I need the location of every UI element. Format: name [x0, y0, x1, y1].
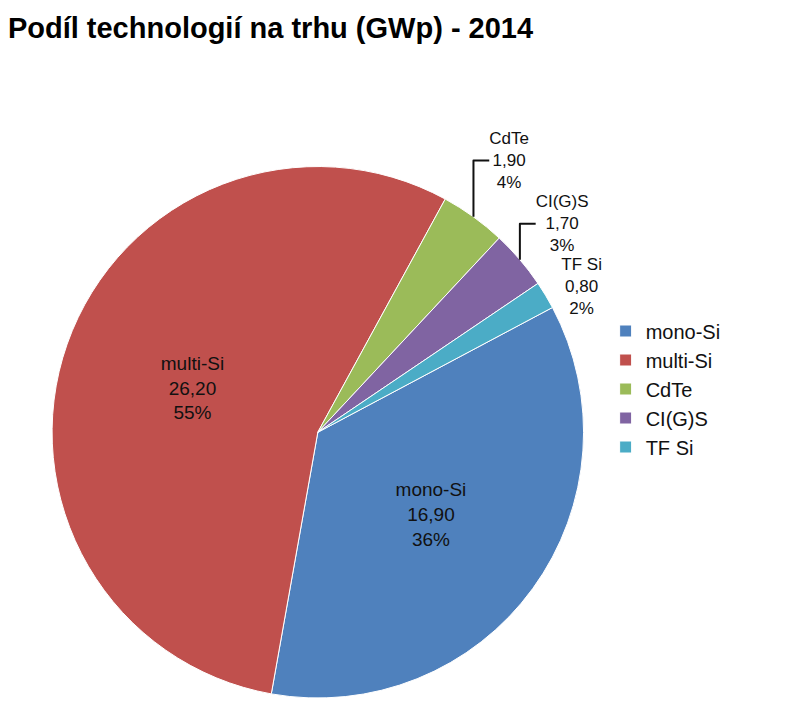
svg-text:TF Si: TF Si	[646, 437, 694, 459]
svg-text:CI(G)S: CI(G)S	[646, 408, 708, 430]
svg-text:CdTe: CdTe	[646, 379, 693, 401]
svg-text:CdTe1,904%: CdTe1,904%	[489, 129, 529, 192]
svg-text:mono-Si16,9036%: mono-Si16,9036%	[396, 479, 467, 549]
svg-text:multi-Si: multi-Si	[646, 350, 713, 372]
svg-text:CI(G)S1,703%: CI(G)S1,703%	[536, 192, 589, 255]
svg-text:TF Si0,802%: TF Si0,802%	[561, 255, 602, 318]
svg-text:multi-Si26,2055%: multi-Si26,2055%	[161, 353, 224, 423]
svg-text:mono-Si: mono-Si	[646, 321, 720, 343]
svg-text:Podíl technologií na trhu (GWp: Podíl technologií na trhu (GWp) - 2014	[8, 12, 533, 44]
